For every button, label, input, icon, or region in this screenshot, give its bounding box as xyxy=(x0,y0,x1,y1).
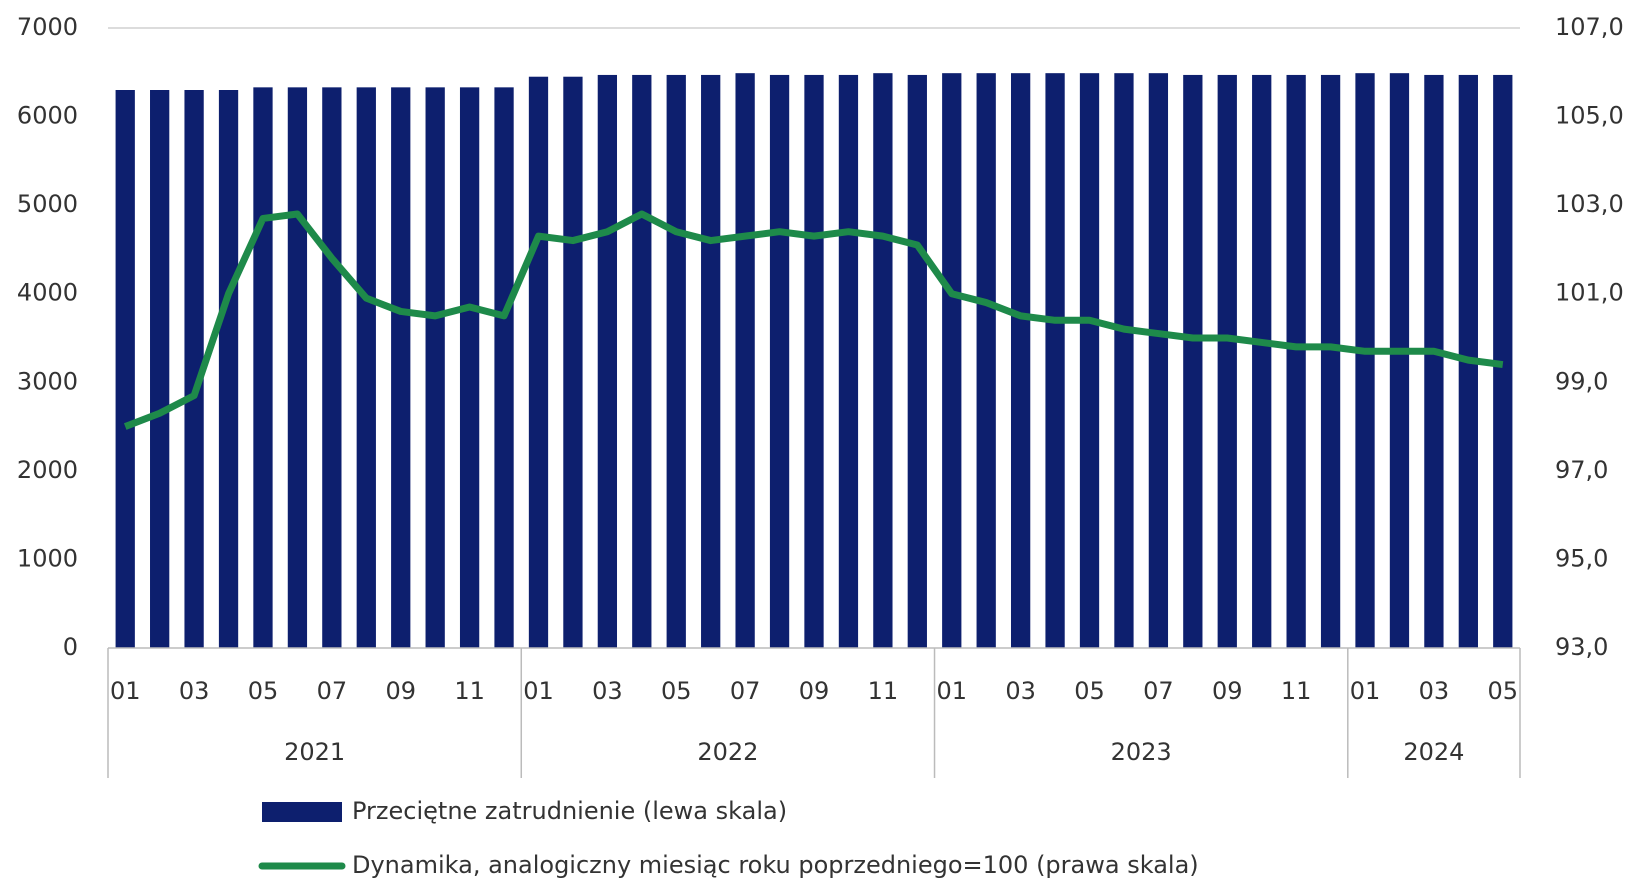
y-tick-label: 3000 xyxy=(17,367,78,395)
year-label: 2021 xyxy=(284,738,345,766)
bar xyxy=(1045,73,1065,648)
y-tick-label: 1000 xyxy=(17,544,78,572)
y2-tick-label: 103,0 xyxy=(1555,190,1624,218)
y-tick-label: 6000 xyxy=(17,102,78,130)
y2-tick-label: 93,0 xyxy=(1555,633,1608,661)
bar xyxy=(1079,73,1100,648)
bar xyxy=(218,90,239,648)
bar xyxy=(184,90,204,648)
bar xyxy=(976,73,996,648)
bar xyxy=(1148,73,1169,648)
y2-tick-label: 107,0 xyxy=(1555,13,1624,41)
bar xyxy=(1114,73,1134,648)
y2-tick-label: 95,0 xyxy=(1555,544,1608,572)
y-tick-label: 4000 xyxy=(17,279,78,307)
bar xyxy=(1217,74,1237,648)
legend-label: Przeciętne zatrudnienie (lewa skala) xyxy=(352,797,787,825)
bar xyxy=(528,76,549,648)
x-tick-label: 07 xyxy=(317,677,348,705)
bar xyxy=(1320,74,1341,648)
bar xyxy=(322,87,342,649)
y-tick-label: 5000 xyxy=(17,190,78,218)
year-label: 2023 xyxy=(1111,738,1172,766)
x-tick-label: 01 xyxy=(1350,677,1381,705)
y2-tick-label: 101,0 xyxy=(1555,279,1624,307)
x-tick-label: 01 xyxy=(523,677,554,705)
bar xyxy=(735,73,755,648)
x-tick-label: 11 xyxy=(868,677,899,705)
y2-tick-label: 97,0 xyxy=(1555,456,1608,484)
bar xyxy=(804,74,824,648)
legend-label: Dynamika, analogiczny miesiąc roku poprz… xyxy=(352,851,1199,879)
bar xyxy=(115,90,135,648)
y-tick-label: 7000 xyxy=(17,13,78,41)
bar xyxy=(769,74,790,648)
x-tick-label: 09 xyxy=(799,677,830,705)
bar xyxy=(1389,73,1410,648)
x-tick-label: 07 xyxy=(1143,677,1174,705)
bar xyxy=(459,87,480,649)
x-tick-label: 05 xyxy=(661,677,692,705)
bar xyxy=(1183,74,1203,648)
x-tick-label: 03 xyxy=(592,677,623,705)
bar xyxy=(391,87,411,649)
y2-tick-label: 105,0 xyxy=(1555,102,1624,130)
y2-tick-label: 99,0 xyxy=(1555,367,1608,395)
x-tick-label: 11 xyxy=(1281,677,1312,705)
x-tick-label: 05 xyxy=(1488,677,1519,705)
x-tick-label: 11 xyxy=(454,677,485,705)
bar xyxy=(1010,73,1031,648)
x-tick-label: 07 xyxy=(730,677,761,705)
x-tick-label: 09 xyxy=(385,677,416,705)
legend-swatch xyxy=(262,802,342,822)
bar xyxy=(1355,73,1375,648)
x-tick-label: 01 xyxy=(936,677,967,705)
bar xyxy=(838,74,859,648)
bar xyxy=(356,87,376,649)
x-tick-label: 09 xyxy=(1212,677,1243,705)
bar xyxy=(701,74,721,648)
bar xyxy=(1286,74,1306,648)
bar xyxy=(287,87,308,649)
bar xyxy=(632,74,652,648)
year-label: 2022 xyxy=(697,738,758,766)
bar xyxy=(1252,74,1272,648)
bar xyxy=(253,87,273,649)
x-tick-label: 03 xyxy=(179,677,210,705)
bar xyxy=(563,76,583,648)
x-tick-label: 05 xyxy=(248,677,279,705)
y-tick-label: 0 xyxy=(63,633,78,661)
year-label: 2024 xyxy=(1403,738,1464,766)
line xyxy=(123,210,1504,430)
bar xyxy=(942,73,962,648)
bar xyxy=(1424,74,1444,648)
x-tick-label: 03 xyxy=(1005,677,1036,705)
x-tick-label: 03 xyxy=(1419,677,1450,705)
bar xyxy=(425,87,445,649)
y-tick-label: 2000 xyxy=(17,456,78,484)
bar xyxy=(873,73,893,648)
bar xyxy=(666,74,686,648)
bar xyxy=(597,74,618,648)
x-tick-label: 05 xyxy=(1074,677,1105,705)
bar xyxy=(494,87,514,649)
x-tick-label: 01 xyxy=(110,677,141,705)
bar xyxy=(907,74,927,648)
bar xyxy=(150,90,170,648)
